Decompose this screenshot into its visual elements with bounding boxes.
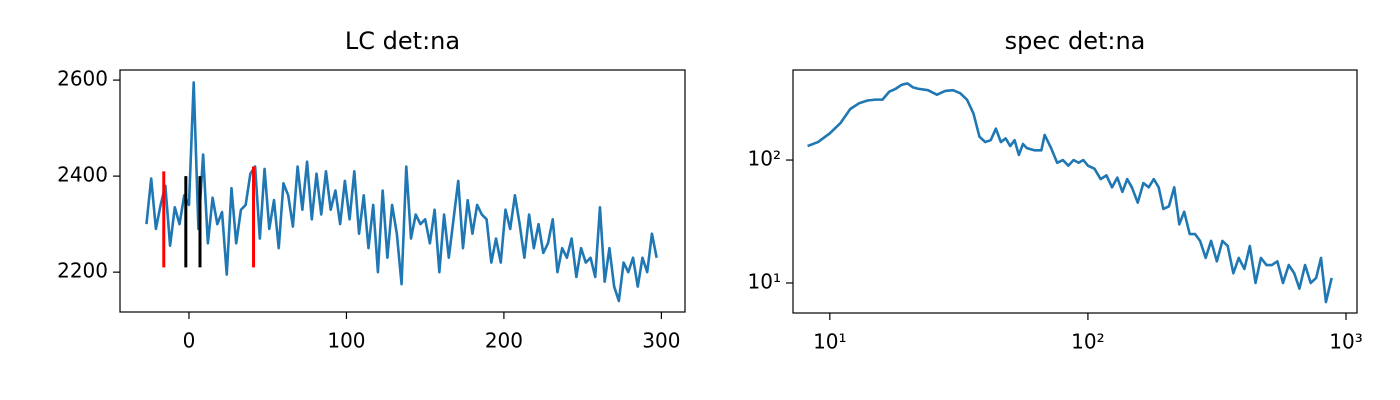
x-tick-label: 0 [183,329,196,353]
x-tick-label: 200 [485,329,523,353]
y-tick-label: 2600 [57,67,108,91]
y-tick-label: 2200 [57,259,108,283]
data-line [145,81,658,303]
data-line [807,82,1333,304]
x-tick-label: 10¹ [813,330,846,354]
x-tick-label: 300 [642,329,680,353]
y-tick-label: 10² [748,147,781,171]
y-tick-label: 10¹ [748,269,781,293]
chart-title: LC det:na [345,27,460,55]
y-tick-label: 2400 [57,163,108,187]
chart-title: spec det:na [1005,27,1146,55]
x-tick-label: 10³ [1329,330,1362,354]
x-tick-label: 10² [1071,330,1104,354]
x-tick-label: 100 [327,329,365,353]
axes-frame [119,69,686,313]
axes-frame [792,69,1358,314]
